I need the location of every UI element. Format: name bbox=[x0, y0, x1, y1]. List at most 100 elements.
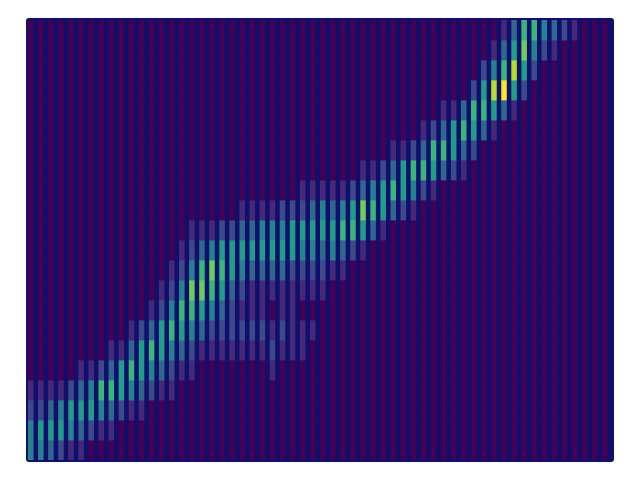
heatmap-cell bbox=[209, 100, 215, 120]
heatmap-cell bbox=[28, 420, 34, 440]
heatmap-cell bbox=[451, 360, 457, 380]
heatmap-cell bbox=[98, 300, 104, 320]
heatmap-cell bbox=[390, 240, 396, 260]
heatmap-cell bbox=[58, 60, 64, 80]
heatmap-cell bbox=[582, 80, 588, 100]
heatmap-cell bbox=[38, 280, 44, 300]
heatmap-cell bbox=[350, 160, 356, 180]
heatmap-cell bbox=[592, 240, 598, 260]
heatmap-cell bbox=[521, 360, 527, 380]
heatmap-cell bbox=[300, 280, 306, 300]
heatmap-cell bbox=[421, 340, 427, 360]
heatmap-cell bbox=[542, 380, 548, 400]
heatmap-cell bbox=[340, 260, 346, 280]
heatmap-cell bbox=[28, 40, 34, 60]
heatmap-cell bbox=[290, 340, 296, 360]
heatmap-cell bbox=[350, 80, 356, 100]
heatmap-cell bbox=[229, 200, 235, 220]
heatmap-cell bbox=[270, 240, 276, 260]
heatmap-cell bbox=[562, 360, 568, 380]
heatmap-cell bbox=[209, 320, 215, 340]
heatmap-cell bbox=[239, 440, 245, 460]
heatmap-cell bbox=[562, 120, 568, 140]
heatmap-cell bbox=[270, 420, 276, 440]
heatmap-cell bbox=[88, 380, 94, 400]
heatmap-cell bbox=[542, 400, 548, 420]
heatmap-cell bbox=[270, 160, 276, 180]
heatmap-cell bbox=[401, 20, 407, 40]
heatmap-cell bbox=[531, 220, 537, 240]
heatmap-cell bbox=[219, 320, 225, 340]
heatmap-cell bbox=[139, 340, 145, 360]
heatmap-cell bbox=[481, 340, 487, 360]
heatmap-cell bbox=[401, 360, 407, 380]
heatmap-cell bbox=[38, 40, 44, 60]
heatmap-cell bbox=[179, 160, 185, 180]
heatmap-cell bbox=[421, 180, 427, 200]
heatmap-cell bbox=[562, 180, 568, 200]
heatmap-cell bbox=[542, 40, 548, 60]
heatmap-cell bbox=[441, 160, 447, 180]
heatmap-cell bbox=[68, 20, 74, 40]
heatmap-cell bbox=[411, 40, 417, 60]
heatmap-cell bbox=[542, 100, 548, 120]
heatmap-cell bbox=[98, 340, 104, 360]
heatmap-cell bbox=[239, 160, 245, 180]
heatmap-cell bbox=[380, 420, 386, 440]
heatmap-cell bbox=[229, 20, 235, 40]
heatmap-cell bbox=[350, 440, 356, 460]
heatmap-cell bbox=[431, 100, 437, 120]
heatmap-cell bbox=[189, 40, 195, 60]
heatmap-cell bbox=[572, 400, 578, 420]
heatmap-cell bbox=[38, 160, 44, 180]
heatmap-cell bbox=[300, 300, 306, 320]
heatmap-cell bbox=[592, 220, 598, 240]
heatmap-cell bbox=[68, 320, 74, 340]
heatmap-cell bbox=[340, 220, 346, 240]
heatmap-cell bbox=[421, 140, 427, 160]
heatmap-cell bbox=[441, 80, 447, 100]
heatmap-cell bbox=[28, 400, 34, 420]
heatmap-cell bbox=[380, 320, 386, 340]
heatmap-cell bbox=[209, 200, 215, 220]
heatmap-cell bbox=[219, 140, 225, 160]
heatmap-cell bbox=[531, 20, 537, 40]
heatmap-cell bbox=[28, 220, 34, 240]
heatmap-cell bbox=[552, 340, 558, 360]
heatmap-cell bbox=[88, 160, 94, 180]
heatmap-cell bbox=[491, 220, 497, 240]
heatmap-cell bbox=[531, 420, 537, 440]
heatmap-cell bbox=[350, 400, 356, 420]
heatmap-cell bbox=[451, 100, 457, 120]
heatmap-cell bbox=[139, 40, 145, 60]
heatmap-cell bbox=[119, 380, 125, 400]
heatmap-cell bbox=[159, 60, 165, 80]
heatmap-cell bbox=[119, 120, 125, 140]
heatmap-cell bbox=[38, 420, 44, 440]
heatmap-cell bbox=[129, 140, 135, 160]
heatmap-cell bbox=[330, 100, 336, 120]
heatmap-cell bbox=[270, 60, 276, 80]
heatmap-cell bbox=[390, 420, 396, 440]
heatmap-cell bbox=[199, 260, 205, 280]
heatmap-cell bbox=[78, 320, 84, 340]
heatmap-cell bbox=[209, 360, 215, 380]
heatmap-cell bbox=[239, 60, 245, 80]
heatmap-cell bbox=[411, 240, 417, 260]
heatmap-cell bbox=[421, 200, 427, 220]
heatmap-cell bbox=[370, 400, 376, 420]
heatmap-cell bbox=[129, 180, 135, 200]
heatmap-cell bbox=[340, 200, 346, 220]
heatmap-cell bbox=[491, 120, 497, 140]
heatmap-cell bbox=[149, 340, 155, 360]
heatmap-cell bbox=[88, 360, 94, 380]
heatmap-cell bbox=[521, 40, 527, 60]
heatmap-cell bbox=[159, 40, 165, 60]
heatmap-cell bbox=[139, 300, 145, 320]
heatmap-cell bbox=[330, 240, 336, 260]
heatmap-cell bbox=[582, 260, 588, 280]
heatmap-cell bbox=[48, 420, 54, 440]
heatmap-cell bbox=[88, 320, 94, 340]
heatmap-cell bbox=[542, 200, 548, 220]
heatmap-cell bbox=[260, 160, 266, 180]
